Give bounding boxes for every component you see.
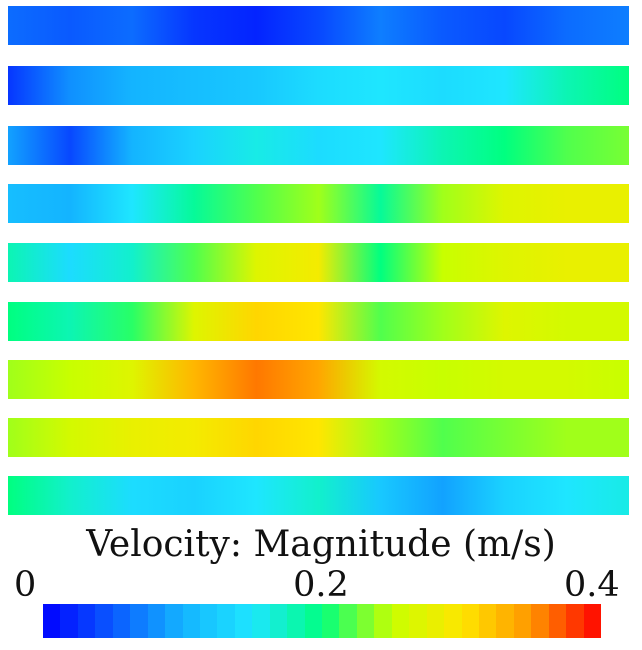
strip-field [8,302,629,341]
colorbar-level [130,604,148,638]
colorbar-level [531,604,549,638]
colorbar-tick-min: 0 [14,565,37,605]
colorbar-tick-mid: 0.2 [293,565,349,605]
colorbar-level [112,604,131,638]
contour-strip [8,302,629,341]
colorbar-level [409,604,427,638]
contour-strip [8,126,629,165]
colorbar-title: Velocity: Magnitude (m/s) [86,524,556,565]
colorbar-level [322,604,340,638]
strip-field [8,418,629,457]
colorbar-level [339,604,357,638]
colorbar-level [356,604,375,638]
colorbar-level [478,604,497,638]
colorbar-level [269,604,288,638]
colorbar [43,604,601,638]
colorbar-level [43,604,61,638]
contour-strip [8,66,629,105]
colorbar-level [513,604,532,638]
colorbar-level [217,604,235,638]
colorbar-level [147,604,166,638]
contour-strip [8,418,629,457]
colorbar-level [374,604,392,638]
colorbar-level [199,604,218,638]
contour-strip [8,360,629,399]
strip-field [8,243,629,282]
colorbar-level [252,604,270,638]
colorbar-level [444,604,462,638]
colorbar-level [548,604,567,638]
colorbar-level [60,604,78,638]
colorbar-level [304,604,322,638]
colorbar-level [566,604,584,638]
colorbar-level [461,604,479,638]
colorbar-level [77,604,96,638]
strip-field [8,66,629,105]
strip-field [8,360,629,399]
contour-strip [8,243,629,282]
colorbar-level [496,604,514,638]
contour-strip [8,476,629,515]
colorbar-tick-max: 0.4 [564,565,620,605]
colorbar-level [426,604,445,638]
colorbar-level [287,604,305,638]
colorbar-level [95,604,113,638]
colorbar-level [391,604,410,638]
strip-field [8,184,629,223]
colorbar-level [234,604,253,638]
strip-field [8,126,629,165]
contour-strip [8,6,629,45]
colorbar-level [182,604,200,638]
colorbar-level [583,604,601,638]
strip-field [8,476,629,515]
strip-field [8,6,629,45]
contour-strip [8,184,629,223]
colorbar-level [165,604,183,638]
